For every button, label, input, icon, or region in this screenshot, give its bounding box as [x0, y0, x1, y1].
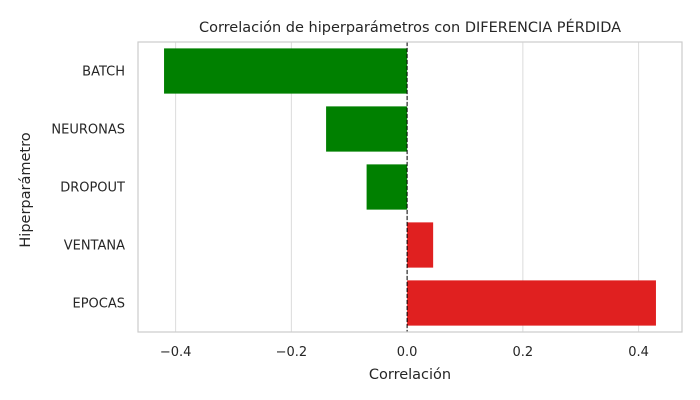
- category-label-ventana: VENTANA: [64, 239, 125, 254]
- category-label-neuronas: NEURONAS: [51, 123, 125, 138]
- bar-dropout: [366, 164, 408, 210]
- x-tick-label: −0.4: [160, 345, 192, 360]
- y-axis-label: Hiperparámetro: [18, 132, 34, 247]
- x-tick-label: 0.4: [628, 345, 649, 360]
- x-tick-label: 0.0: [397, 345, 418, 360]
- x-tick-label: 0.2: [513, 345, 534, 360]
- bar-batch: [164, 48, 408, 94]
- category-label-epocas: EPOCAS: [72, 297, 125, 312]
- x-tick-label: −0.2: [276, 345, 308, 360]
- x-tick-labels: −0.4 −0.2 0.0 0.2 0.4: [160, 345, 649, 360]
- bar-neuronas: [326, 106, 408, 152]
- plot-frame: [137, 41, 683, 333]
- category-label-dropout: DROPOUT: [60, 181, 125, 196]
- bars: [164, 48, 656, 326]
- bar-ventana: [407, 222, 434, 268]
- bar-epocas: [407, 280, 656, 326]
- chart-title: Correlación de hiperparámetros con DIFER…: [199, 19, 621, 36]
- x-axis-label: Correlación: [369, 367, 451, 383]
- y-category-labels: BATCH NEURONAS DROPOUT VENTANA EPOCAS: [51, 65, 125, 312]
- category-label-batch: BATCH: [82, 65, 125, 80]
